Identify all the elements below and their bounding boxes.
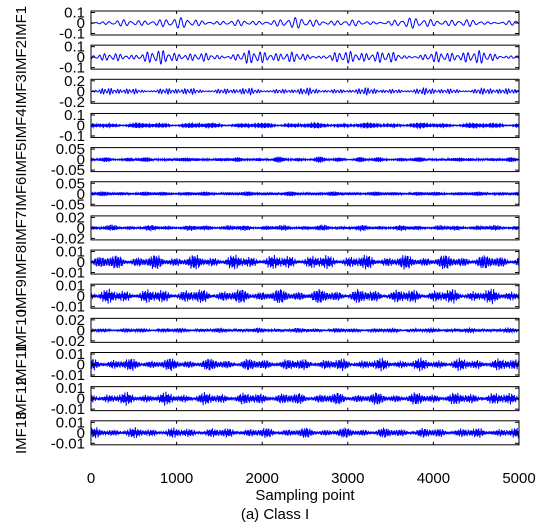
y-tick-label: 0 bbox=[77, 391, 85, 408]
series-line-imf9 bbox=[90, 288, 520, 305]
y-tick-label: 0 bbox=[77, 83, 85, 100]
y-tick-label: 0.01 bbox=[56, 414, 85, 431]
y-tick-label: 0 bbox=[77, 15, 85, 32]
y-tick-label: 0 bbox=[77, 322, 85, 339]
series-line-imf13 bbox=[90, 427, 520, 439]
panel-frame-imf2 bbox=[90, 44, 520, 70]
panel-label-imf8: IMF8 bbox=[13, 245, 30, 279]
x-tick-label: 5000 bbox=[502, 470, 535, 487]
y-tick-label: 0 bbox=[77, 220, 85, 237]
y-tick-label: 0.02 bbox=[56, 209, 85, 226]
series-line-imf6 bbox=[90, 191, 520, 197]
panel-label-imf1: IMF1 bbox=[13, 6, 30, 40]
panel-label-imf3: IMF3 bbox=[13, 74, 30, 108]
series-line-imf1 bbox=[90, 17, 520, 29]
y-tick-label: 0.1 bbox=[64, 5, 85, 22]
y-tick-label: -0.05 bbox=[51, 196, 85, 213]
panel-label-imf10: IMF10 bbox=[13, 309, 30, 352]
panel-label-imf12: IMF12 bbox=[13, 377, 30, 420]
y-tick-label: -0.01 bbox=[51, 265, 85, 282]
panel-label-imf13: IMF13 bbox=[13, 412, 30, 455]
x-axis-label: Sampling point bbox=[255, 487, 355, 504]
y-tick-label: 0 bbox=[77, 254, 85, 271]
y-tick-label: 0 bbox=[77, 425, 85, 442]
y-tick-label: -0.01 bbox=[51, 435, 85, 452]
y-tick-label: 0.01 bbox=[56, 278, 85, 295]
series-line-imf2 bbox=[90, 49, 520, 65]
panel-label-imf5: IMF5 bbox=[13, 143, 30, 177]
series-line-imf10 bbox=[90, 326, 520, 335]
y-tick-label: 0.05 bbox=[56, 175, 85, 192]
y-tick-label: 0 bbox=[77, 186, 85, 203]
y-tick-label: -0.01 bbox=[51, 299, 85, 316]
y-tick-label: -0.01 bbox=[51, 367, 85, 384]
y-tick-label: -0.02 bbox=[51, 230, 85, 247]
y-tick-label: 0 bbox=[77, 357, 85, 374]
y-tick-label: -0.2 bbox=[59, 94, 85, 111]
series-line-imf4 bbox=[90, 121, 520, 130]
y-tick-label: 0.1 bbox=[64, 39, 85, 56]
y-tick-label: 0.05 bbox=[56, 141, 85, 158]
chart-caption: (a) Class I bbox=[240, 506, 310, 523]
y-tick-label: 0 bbox=[77, 117, 85, 134]
y-tick-label: 0.2 bbox=[64, 73, 85, 90]
y-tick-label: 0.01 bbox=[56, 346, 85, 363]
series-line-imf12 bbox=[90, 391, 520, 406]
x-tick-label: 0 bbox=[87, 470, 95, 487]
series-line-imf8 bbox=[90, 254, 520, 270]
series-line-imf7 bbox=[90, 224, 520, 232]
x-tick-label: 4000 bbox=[417, 470, 450, 487]
series-line-imf5 bbox=[90, 156, 520, 163]
series-line-imf3 bbox=[90, 86, 520, 96]
y-tick-label: 0.1 bbox=[64, 107, 85, 124]
panel-label-imf4: IMF4 bbox=[13, 108, 30, 142]
panel-label-imf9: IMF9 bbox=[13, 279, 30, 313]
y-tick-label: -0.1 bbox=[59, 128, 85, 145]
panel-label-imf7: IMF7 bbox=[13, 211, 30, 245]
y-tick-label: 0 bbox=[77, 288, 85, 305]
panel-label-imf6: IMF6 bbox=[13, 177, 30, 211]
y-tick-label: 0.01 bbox=[56, 244, 85, 261]
y-tick-label: 0.02 bbox=[56, 312, 85, 329]
panel-label-imf11: IMF11 bbox=[13, 344, 30, 385]
series-line-imf11 bbox=[90, 357, 520, 372]
y-tick-label: 0.01 bbox=[56, 380, 85, 397]
y-tick-label: -0.1 bbox=[59, 60, 85, 77]
x-tick-label: 2000 bbox=[246, 470, 279, 487]
y-tick-label: -0.01 bbox=[51, 401, 85, 418]
y-tick-label: 0 bbox=[77, 152, 85, 169]
panel-label-imf2: IMF2 bbox=[13, 40, 30, 74]
y-tick-label: -0.05 bbox=[51, 162, 85, 179]
x-tick-label: 3000 bbox=[331, 470, 364, 487]
y-tick-label: -0.02 bbox=[51, 333, 85, 350]
x-tick-label: 1000 bbox=[160, 470, 193, 487]
y-tick-label: 0 bbox=[77, 49, 85, 66]
y-tick-label: -0.1 bbox=[59, 26, 85, 43]
